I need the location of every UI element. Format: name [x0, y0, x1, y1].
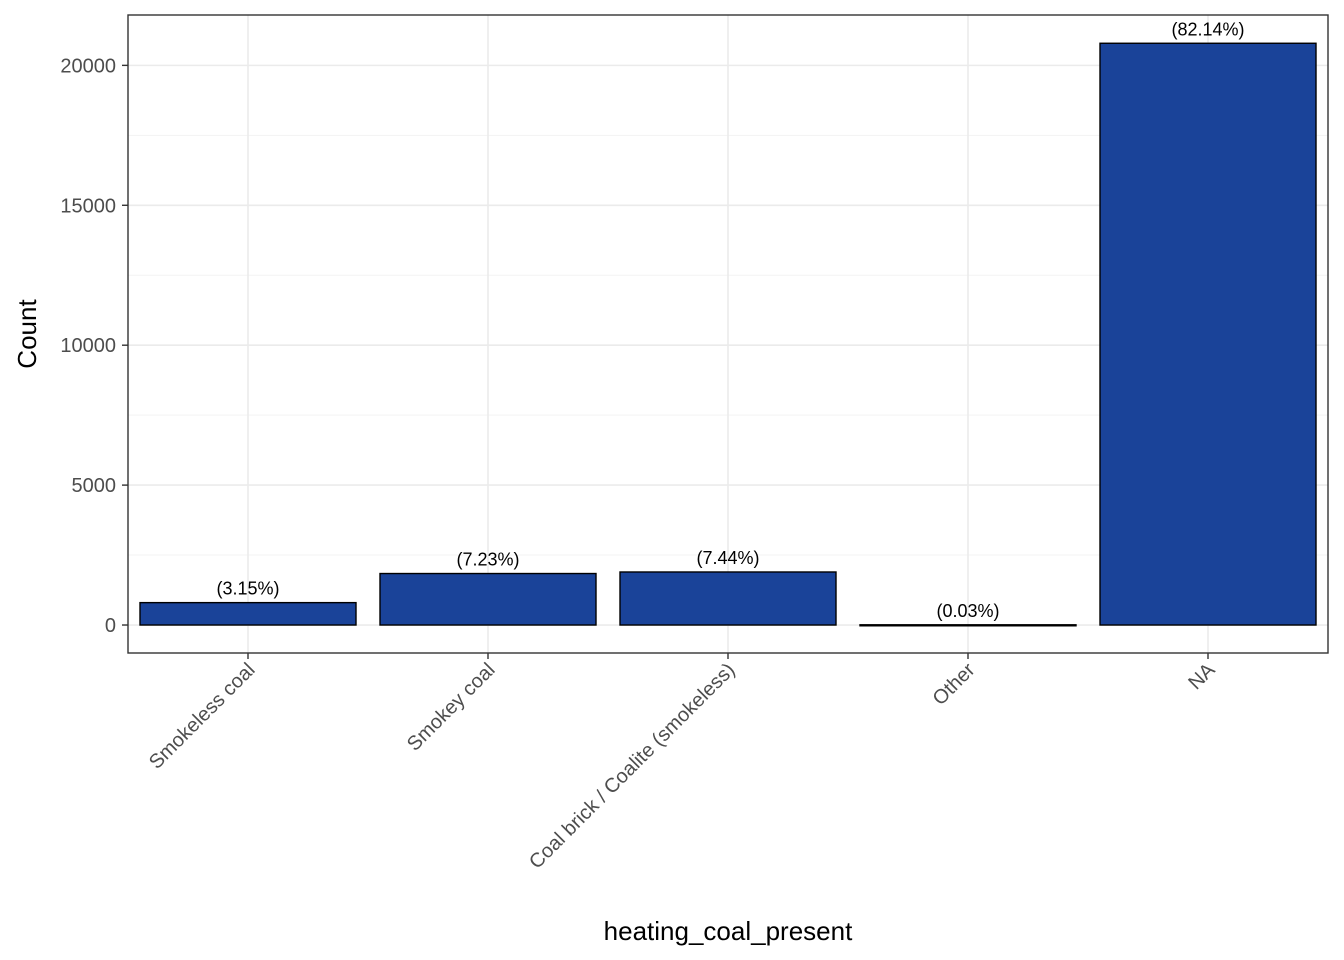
- bar-data-label: (82.14%): [1171, 19, 1244, 39]
- x-axis: Smokeless coal Smokey coal Coal brick / Co…: [145, 653, 1220, 873]
- y-tick-label: 15000: [60, 195, 116, 217]
- y-tick-label: 20000: [60, 55, 116, 77]
- x-tick-label: NA: [1184, 659, 1220, 695]
- bar-data-label: (7.44%): [696, 548, 759, 568]
- x-axis-title: heating_coal_present: [604, 916, 853, 946]
- y-axis: 0 5000 10000 15000 20000: [60, 55, 128, 637]
- bar-data-label: (3.15%): [216, 579, 279, 599]
- bar-data-label: (0.03%): [936, 601, 999, 621]
- bar: [859, 624, 1077, 627]
- bars: [139, 42, 1317, 627]
- y-axis-title: Count: [12, 299, 42, 369]
- bar: [139, 601, 357, 626]
- bar: [1099, 42, 1317, 626]
- y-tick-label: 5000: [72, 475, 117, 497]
- y-tick-label: 10000: [60, 335, 116, 357]
- y-tick-label: 0: [105, 615, 116, 637]
- bar: [619, 571, 837, 626]
- data-labels: (3.15%) (7.23%) (7.44%) (0.03%) (82.14%): [216, 19, 1244, 621]
- x-tick-label: Smokeless coal: [145, 659, 260, 774]
- bar: [379, 572, 597, 626]
- x-tick-label: Other: [929, 659, 980, 710]
- x-tick-label: Smokey coal: [403, 659, 500, 756]
- bar-data-label: (7.23%): [456, 550, 519, 570]
- x-tick-label: Coal brick / Coalite (smokeless): [525, 659, 739, 873]
